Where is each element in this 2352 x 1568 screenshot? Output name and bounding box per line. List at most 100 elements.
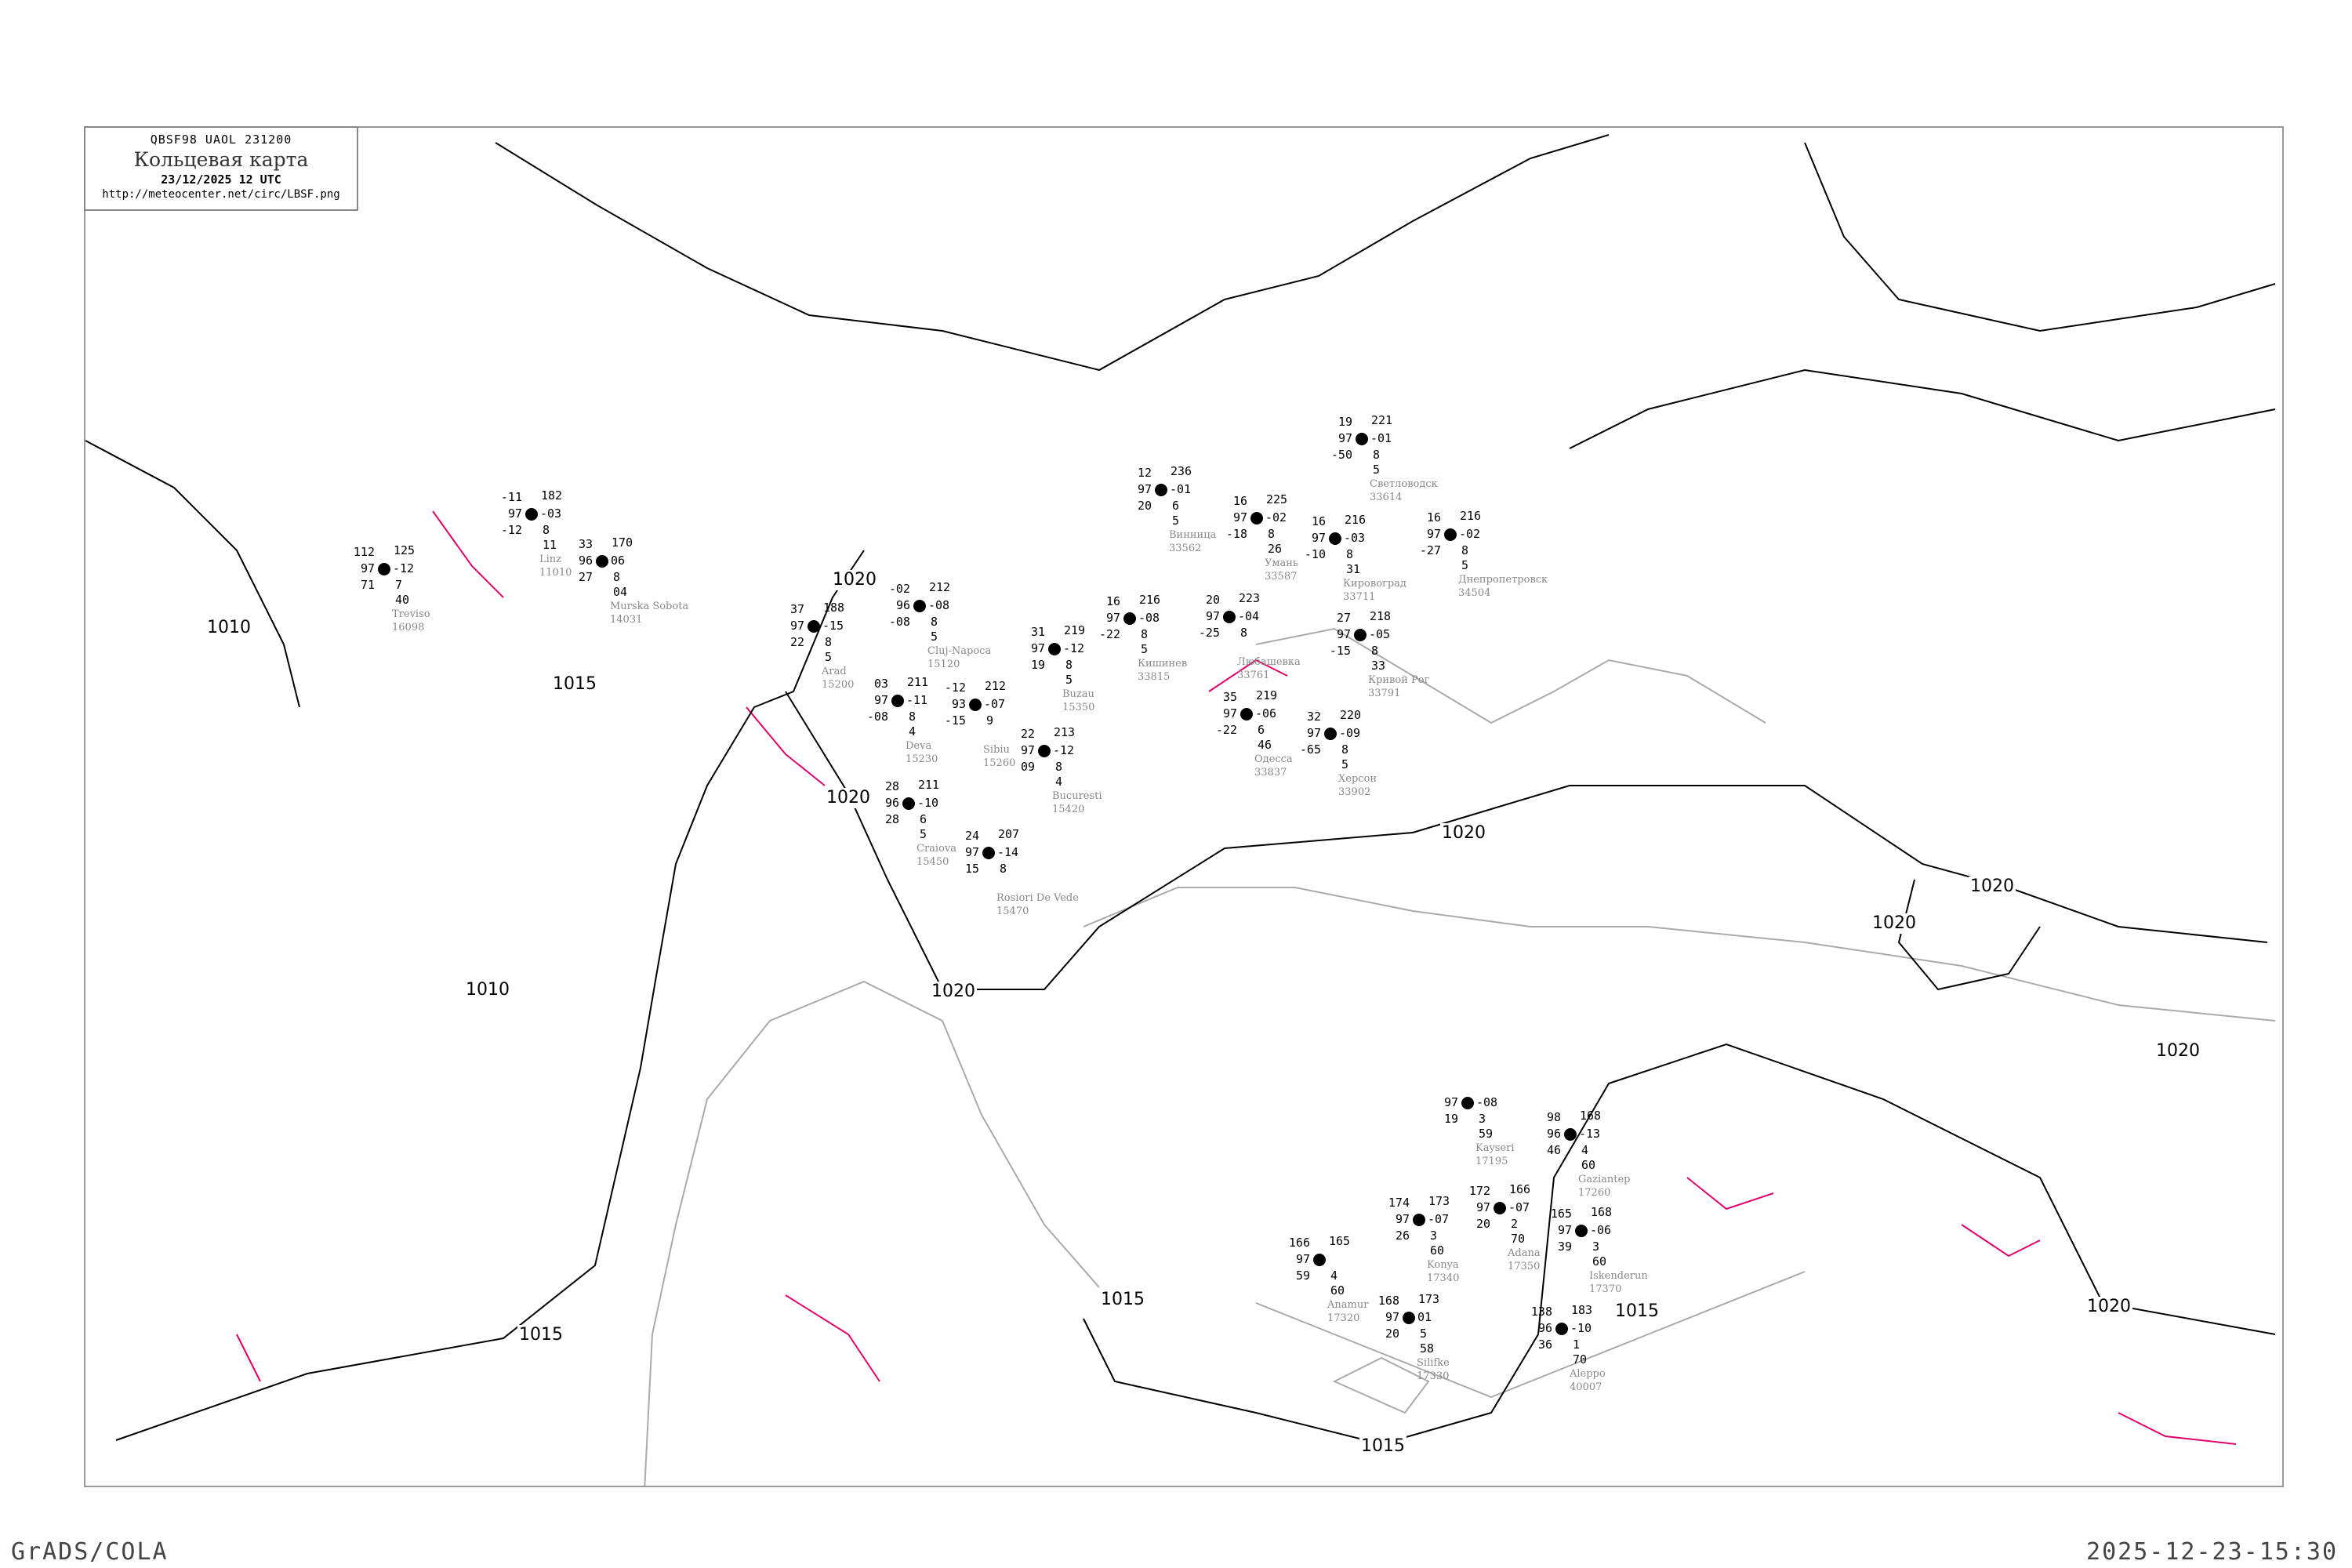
tendency: 22 <box>789 635 804 649</box>
cloud-cover-icon <box>1403 1312 1415 1324</box>
cloud-low: 8 <box>909 710 916 724</box>
dewpoint: -06 <box>1255 706 1277 720</box>
pressure: 183 <box>1571 1303 1593 1317</box>
tendency: 46 <box>1546 1143 1561 1157</box>
station-name: Cluj-Napoca <box>927 645 992 657</box>
isobar-label: 1015 <box>1613 1301 1661 1322</box>
station-id: 15260 <box>983 757 1016 769</box>
dewpoint: -03 <box>1344 531 1366 545</box>
isobar-label: 1020 <box>831 570 878 590</box>
cloud-low: 4 <box>1330 1269 1338 1283</box>
station-name: Murska Sobota <box>610 601 689 612</box>
humidity: 97 <box>1105 611 1120 625</box>
station-name: Linz <box>539 554 562 565</box>
station-id: 33587 <box>1265 571 1298 583</box>
cloud-cover-icon <box>1356 433 1368 445</box>
pressure: 225 <box>1266 492 1288 506</box>
dewpoint: -15 <box>822 619 844 633</box>
cloud-height: 33 <box>1371 659 1386 673</box>
station-id: 15450 <box>916 856 949 868</box>
cloud-height: 5 <box>825 650 833 664</box>
cloud-height: 11 <box>543 538 557 552</box>
cloud-low: 5 <box>1420 1327 1428 1341</box>
station-id: 17350 <box>1508 1261 1541 1272</box>
station-name: Винница <box>1169 529 1217 541</box>
map-header: QBSF98 UAOL 231200 Кольцевая карта 23/12… <box>84 126 358 211</box>
station-id: 17260 <box>1578 1187 1611 1199</box>
temperature: 166 <box>1288 1236 1310 1250</box>
isobar-label: 1015 <box>551 674 598 695</box>
cloud-height: 60 <box>1581 1158 1596 1172</box>
isobar-label: 1015 <box>1099 1290 1146 1310</box>
station-name: Iskenderun <box>1589 1270 1648 1282</box>
humidity: 97 <box>873 693 888 707</box>
cloud-cover-icon <box>525 508 538 521</box>
cloud-height: 5 <box>920 827 927 841</box>
temperature: 28 <box>884 779 899 793</box>
cloud-low: 3 <box>1430 1229 1438 1243</box>
tendency: 19 <box>1030 658 1045 672</box>
humidity: 97 <box>1338 431 1352 445</box>
cloud-cover-icon <box>1413 1214 1425 1226</box>
cloud-cover-icon <box>1324 728 1337 740</box>
pressure: 216 <box>1345 513 1367 527</box>
station-id: 15120 <box>927 659 960 670</box>
dewpoint: -11 <box>906 693 928 707</box>
station-name: Silifke <box>1417 1357 1450 1369</box>
pressure: 219 <box>1256 688 1278 702</box>
station-name: Днепропетровск <box>1458 574 1548 586</box>
dewpoint: 01 <box>1417 1310 1432 1324</box>
humidity: 97 <box>1222 706 1237 720</box>
temperature: 98 <box>1546 1110 1561 1124</box>
station-name: Одесса <box>1254 753 1293 765</box>
humidity: 97 <box>507 506 522 521</box>
cloud-height: 5 <box>931 630 938 644</box>
tendency: 39 <box>1557 1240 1572 1254</box>
dewpoint: -08 <box>928 598 950 612</box>
cloud-low: 6 <box>920 812 927 826</box>
station-name: Buzau <box>1062 688 1094 700</box>
cloud-low: 8 <box>1240 626 1248 640</box>
humidity: 97 <box>1475 1200 1490 1214</box>
station-name: Кировоград <box>1343 578 1406 590</box>
dewpoint: -13 <box>1579 1127 1601 1141</box>
cloud-cover-icon <box>1123 612 1136 625</box>
tendency: -10 <box>1304 547 1326 561</box>
station-name: Deva <box>906 740 932 752</box>
tendency: -65 <box>1299 742 1321 757</box>
dewpoint: -12 <box>1053 743 1075 757</box>
dewpoint: -03 <box>540 506 562 521</box>
humidity: 97 <box>1395 1212 1410 1226</box>
tendency: 28 <box>884 812 899 826</box>
humidity: 97 <box>1426 527 1441 541</box>
humidity: 97 <box>1137 482 1152 496</box>
cloud-low: 6 <box>1258 723 1265 737</box>
cloud-cover-icon <box>1461 1097 1474 1109</box>
station-id: 33761 <box>1237 670 1270 681</box>
dewpoint: -12 <box>1063 641 1085 655</box>
cloud-low: 8 <box>1141 627 1149 641</box>
humidity: 97 <box>1295 1252 1310 1266</box>
cloud-cover-icon <box>1313 1254 1326 1266</box>
temperature: 27 <box>1336 611 1351 625</box>
dewpoint: -07 <box>1428 1212 1450 1226</box>
tendency: 59 <box>1295 1269 1310 1283</box>
cloud-height: 5 <box>1461 558 1469 572</box>
isobar-label: 1020 <box>825 788 872 808</box>
tendency: -22 <box>1098 627 1120 641</box>
temperature: -12 <box>944 681 966 695</box>
tendency: -50 <box>1330 448 1352 462</box>
isobar-label: 1020 <box>2085 1297 2132 1317</box>
humidity: 97 <box>1020 743 1035 757</box>
pressure: 219 <box>1064 623 1086 637</box>
isobar-label: 1020 <box>2154 1041 2201 1062</box>
tendency: -08 <box>888 615 910 629</box>
station-name: Светловодск <box>1370 478 1438 490</box>
cloud-height: 4 <box>909 724 916 739</box>
humidity: 96 <box>884 796 899 810</box>
humidity: 97 <box>1306 726 1321 740</box>
tendency: 19 <box>1443 1112 1458 1126</box>
cloud-cover-icon <box>1155 484 1167 496</box>
tendency: 15 <box>964 862 979 876</box>
map-canvas <box>85 134 2276 1486</box>
